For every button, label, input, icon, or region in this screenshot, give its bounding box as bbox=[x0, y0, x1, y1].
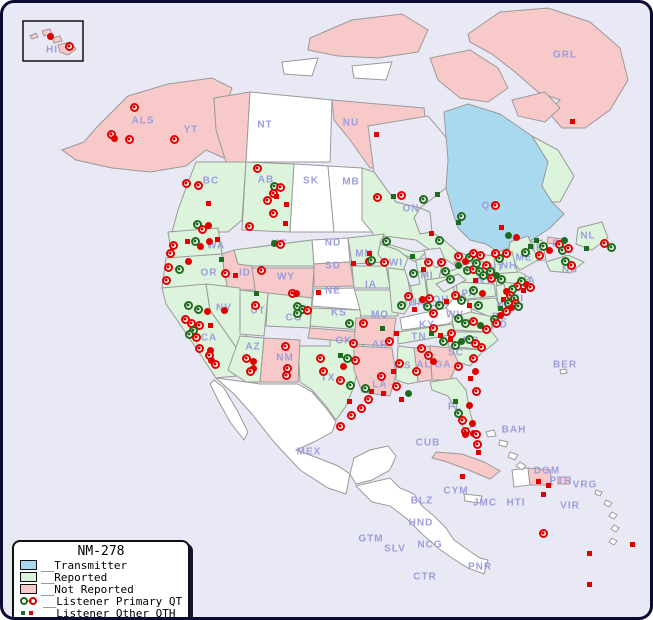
region-haiti bbox=[511, 467, 531, 488]
legend-label-primary-qth: __Listener Primary QTH bbox=[43, 594, 182, 608]
region-ne bbox=[311, 287, 361, 311]
north-america-map bbox=[22, 7, 629, 575]
legend-label-reported: __Reported bbox=[41, 570, 108, 584]
region-nwt bbox=[245, 91, 333, 163]
region-arctic-island-w1 bbox=[281, 57, 319, 77]
region-mn bbox=[347, 233, 385, 265]
region-dominican bbox=[527, 467, 553, 486]
region-ms bbox=[395, 345, 419, 385]
transmitter-swatch bbox=[20, 560, 37, 570]
region-greenland bbox=[467, 7, 629, 129]
not-reported-swatch bbox=[20, 584, 37, 594]
region-nc bbox=[447, 331, 499, 351]
primary-qth-red-icon bbox=[29, 597, 37, 605]
legend-row-primary-qth: __Listener Primary QTH bbox=[20, 594, 182, 608]
region-newfoundland bbox=[575, 221, 609, 251]
legend-row-reported: __Reported bbox=[20, 570, 182, 584]
region-baffin bbox=[429, 49, 509, 103]
primary-qth-green-icon bbox=[20, 597, 28, 605]
region-sk bbox=[289, 163, 335, 233]
legend-row-other-qth: __Listener Other QTH bbox=[20, 606, 182, 620]
region-mt bbox=[233, 239, 315, 267]
region-nd bbox=[311, 237, 351, 265]
other-qth-red-icon bbox=[29, 611, 33, 615]
region-ut bbox=[239, 289, 269, 337]
region-lesser-antilles bbox=[594, 489, 620, 546]
hawaii-inset-box bbox=[22, 20, 84, 62]
region-jamaica bbox=[463, 493, 483, 504]
region-ar bbox=[353, 317, 397, 347]
legend-label-transmitter: __Transmitter bbox=[41, 558, 128, 572]
legend-row-not-reported: __Not Reported bbox=[20, 582, 182, 596]
region-ia bbox=[351, 265, 391, 289]
region-bc bbox=[171, 161, 247, 233]
region-alaska bbox=[60, 77, 235, 173]
region-cuba bbox=[431, 451, 501, 480]
legend-label-other-qth: __Listener Other QTH bbox=[43, 606, 176, 620]
region-bermuda bbox=[559, 368, 568, 375]
legend-label-not-reported: __Not Reported bbox=[41, 582, 134, 596]
region-yucatan bbox=[349, 445, 397, 485]
region-baja bbox=[209, 379, 249, 441]
region-co bbox=[265, 292, 313, 329]
legend-row-transmitter: __Transmitter bbox=[20, 558, 182, 572]
reported-swatch bbox=[20, 572, 37, 582]
region-labrador bbox=[530, 134, 575, 203]
other-qth-green-icon bbox=[21, 611, 25, 615]
legend: NM-278 __Transmitter __Reported __Not Re… bbox=[12, 540, 190, 620]
lake-superior bbox=[379, 235, 432, 253]
region-ks bbox=[309, 307, 363, 331]
region-ns bbox=[545, 254, 585, 274]
region-arctic-island-p2 bbox=[511, 91, 561, 123]
region-fl bbox=[429, 377, 475, 431]
region-arctic-islands bbox=[307, 13, 429, 59]
region-central-america bbox=[355, 477, 489, 575]
region-il bbox=[387, 267, 413, 315]
region-la bbox=[353, 345, 397, 397]
region-mexico bbox=[214, 377, 351, 495]
region-or bbox=[161, 253, 229, 289]
region-nm bbox=[259, 337, 301, 383]
region-sd bbox=[313, 261, 355, 288]
region-ga bbox=[429, 345, 459, 381]
region-arctic-island-w2 bbox=[351, 61, 393, 81]
region-hawaii bbox=[29, 28, 77, 56]
region-pe bbox=[546, 236, 563, 246]
region-puerto-rico bbox=[557, 476, 571, 485]
legend-title: NM-278 bbox=[77, 544, 125, 559]
region-ab bbox=[241, 161, 295, 233]
region-wa bbox=[167, 227, 223, 259]
region-bahamas bbox=[485, 429, 527, 471]
